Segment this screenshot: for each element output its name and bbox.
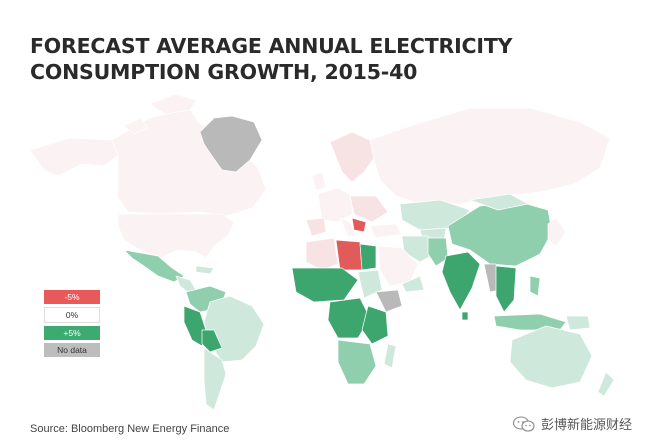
region-afghanistan-pakistan bbox=[427, 237, 449, 267]
region-southern-africa bbox=[337, 339, 377, 385]
legend-label-zero: 0% bbox=[65, 310, 79, 320]
region-philippines bbox=[529, 275, 541, 297]
region-mexico bbox=[123, 249, 185, 283]
legend-item-positive: +5% bbox=[44, 326, 100, 340]
region-southeast-asia bbox=[495, 265, 517, 313]
region-yemen-oman bbox=[401, 275, 425, 293]
region-turkey bbox=[369, 223, 403, 239]
region-balkans bbox=[351, 217, 367, 233]
region-uk bbox=[311, 171, 327, 191]
region-italy bbox=[339, 217, 357, 237]
region-central-africa bbox=[327, 297, 371, 339]
map-legend: -5% 0% +5% No data bbox=[44, 290, 100, 360]
region-indonesia bbox=[493, 313, 567, 331]
region-peru bbox=[183, 305, 207, 347]
region-india bbox=[441, 251, 481, 311]
region-sudan bbox=[357, 269, 383, 299]
region-horn-of-africa bbox=[375, 289, 403, 313]
region-caribbean bbox=[195, 265, 215, 275]
region-bolivia bbox=[201, 329, 223, 353]
region-russia bbox=[369, 107, 611, 205]
watermark: 彭博新能源财经 bbox=[512, 414, 632, 433]
legend-item-zero: 0% bbox=[44, 307, 100, 323]
region-sahel bbox=[291, 267, 359, 303]
region-egypt bbox=[359, 243, 377, 271]
region-algeria bbox=[305, 237, 339, 271]
region-canada bbox=[111, 107, 267, 217]
region-east-africa bbox=[361, 305, 389, 345]
region-korea-japan bbox=[547, 217, 567, 247]
legend-item-no-data: No data bbox=[44, 343, 100, 357]
region-mongolia bbox=[469, 193, 529, 211]
region-iberia bbox=[305, 217, 327, 237]
region-western-europe bbox=[317, 187, 353, 223]
region-eastern-europe bbox=[349, 195, 389, 223]
legend-label-positive: +5% bbox=[63, 328, 81, 338]
region-brazil bbox=[203, 295, 265, 363]
source-note: Source: Bloomberg New Energy Finance bbox=[30, 423, 230, 435]
region-sri-lanka bbox=[461, 311, 469, 321]
region-australia bbox=[509, 325, 593, 389]
region-scandinavia bbox=[329, 131, 375, 183]
region-usa bbox=[117, 213, 235, 259]
legend-label-negative: -5% bbox=[64, 292, 80, 302]
title-line-2: CONSUMPTION GROWTH, 2015-40 bbox=[30, 60, 418, 84]
map-title: FORECAST AVERAGE ANNUAL ELECTRICITY CONS… bbox=[30, 33, 590, 85]
region-alaska bbox=[29, 137, 119, 177]
legend-label-no-data: No data bbox=[57, 345, 87, 355]
legend-item-negative: -5% bbox=[44, 290, 100, 304]
region-libya bbox=[335, 239, 363, 271]
region-southern-cone bbox=[203, 347, 227, 411]
region-greenland bbox=[199, 115, 263, 173]
region-canada-islands bbox=[123, 93, 197, 135]
wechat-icon bbox=[512, 415, 535, 432]
region-papua-new-guinea bbox=[565, 315, 591, 331]
watermark-text: 彭博新能源财经 bbox=[541, 418, 633, 433]
title-line-1: FORECAST AVERAGE ANNUAL ELECTRICITY bbox=[30, 34, 513, 58]
region-new-zealand bbox=[597, 371, 615, 397]
region-madagascar bbox=[383, 343, 397, 369]
